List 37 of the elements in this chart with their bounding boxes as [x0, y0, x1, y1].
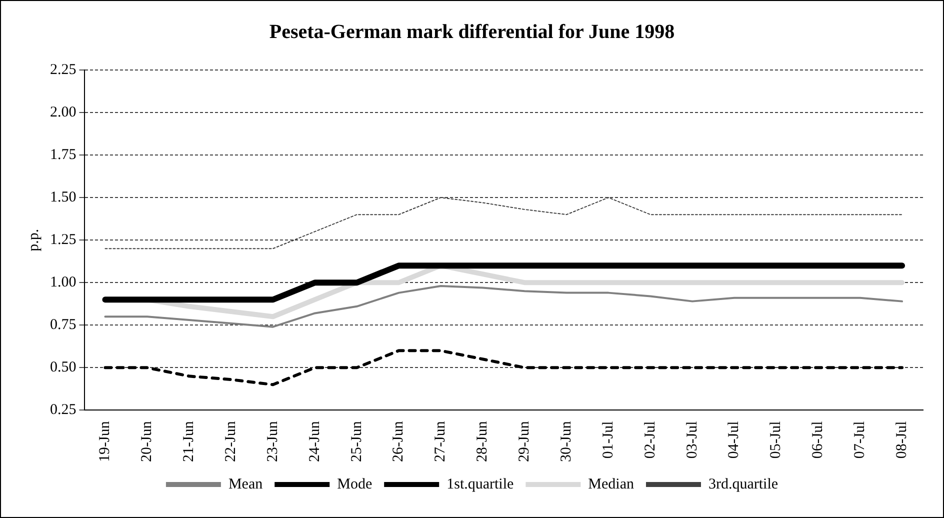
- line-series: [104, 197, 903, 250]
- x-tick-label: 03-Jul: [684, 421, 700, 459]
- x-tick-label: 26-Jun: [390, 420, 407, 462]
- legend-label: Median: [588, 476, 634, 492]
- x-tick-label: 08-Jul: [894, 421, 910, 459]
- y-tick-label: 0.50: [50, 360, 76, 376]
- y-tick-label: 1.75: [50, 146, 76, 163]
- x-tick-label: 25-Jun: [348, 420, 365, 462]
- legend-label: Mode: [337, 476, 372, 492]
- legend-label: Mean: [228, 476, 264, 492]
- x-tick-label: 28-Jun: [474, 420, 491, 462]
- y-tick-label: 1.25: [50, 232, 76, 248]
- x-tick-label: 19-Jun: [97, 420, 114, 462]
- y-tick-label: 1.50: [50, 190, 76, 206]
- legend-label: 3rd.quartile: [708, 476, 778, 492]
- x-tick-label: 05-Jul: [768, 421, 784, 459]
- x-tick-label: 20-Jun: [139, 420, 156, 462]
- x-tick-label: 29-Jun: [516, 420, 533, 462]
- x-tick-label: 04-Jul: [726, 421, 742, 459]
- x-tick-label: 07-Jul: [852, 421, 868, 459]
- x-tick-label: 22-Jun: [222, 420, 239, 462]
- y-tick-label: 2.00: [50, 104, 76, 120]
- y-axis-title: p.p.: [26, 228, 42, 252]
- x-tick-label: 02-Jul: [642, 421, 658, 459]
- x-tick-label: 01-Jul: [600, 421, 616, 459]
- x-tick-label: 24-Jun: [306, 420, 323, 462]
- y-tick-label: 1.00: [50, 274, 76, 291]
- x-tick-label: 27-Jun: [432, 420, 449, 462]
- x-tick-label: 21-Jun: [181, 420, 198, 462]
- chart-title: Peseta-German mark differential for June 1998: [269, 21, 675, 44]
- y-tick-label: 0.75: [50, 317, 76, 334]
- x-tick-label: 23-Jun: [264, 420, 281, 462]
- y-tick-label: 2.25: [50, 62, 76, 78]
- legend-label: 1st.quartile: [446, 476, 514, 492]
- x-tick-label: 30-Jun: [558, 420, 574, 462]
- x-tick-label: 06-Jul: [810, 421, 826, 459]
- y-tick-label: 0.25: [50, 402, 76, 418]
